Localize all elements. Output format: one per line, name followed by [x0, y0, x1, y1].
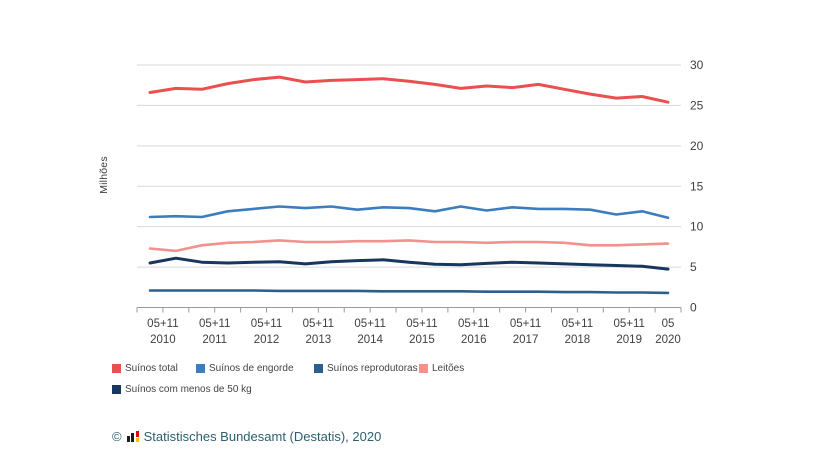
- x-tick-label-months-2018: 05+11: [562, 318, 593, 330]
- destatis-logo-icon: [126, 431, 139, 442]
- legend-swatch-icon: [112, 364, 121, 373]
- series-line-3: [148, 239, 670, 253]
- y-tick-label-30: 30: [690, 58, 704, 72]
- x-tick-label-year-2018: 2018: [565, 334, 591, 346]
- x-tick-label-months-2013: 05+11: [303, 318, 334, 330]
- x-tick-label-months-2012: 05+11: [251, 318, 282, 330]
- series-line-2: [148, 289, 670, 295]
- y-axis-unit-label: Milhões: [84, 140, 124, 210]
- logo-exclamation: [135, 431, 139, 442]
- legend-label: Suínos total: [125, 363, 178, 374]
- logo-bar: [135, 431, 139, 437]
- legend-item-3[interactable]: Leitões: [419, 363, 464, 374]
- y-axis-unit-text: Milhões: [98, 156, 110, 194]
- source-attribution-text: Statistisches Bundesamt (Destatis), 2020: [143, 429, 382, 444]
- series-line-1: [148, 205, 670, 220]
- series-line-0: [148, 75, 670, 104]
- legend-item-2[interactable]: Suínos reprodutoras: [314, 363, 418, 374]
- legend-label: Suínos reprodutoras: [327, 363, 418, 374]
- x-tick-label-months-2020: 05: [662, 318, 675, 330]
- x-tick-label-year-2017: 2017: [513, 334, 539, 346]
- x-tick-label-year-2015: 2015: [409, 334, 435, 346]
- x-tick-label-months-2014: 05+11: [354, 318, 385, 330]
- legend-label: Suínos com menos de 50 kg: [125, 384, 252, 395]
- x-tick-label-year-2011: 2011: [202, 334, 227, 346]
- legend-label: Leitões: [432, 363, 465, 374]
- x-tick-label-year-2020: 2020: [655, 334, 681, 346]
- logo-bar: [126, 436, 130, 442]
- logo-bar: [135, 438, 139, 442]
- pig-population-line-chart: 05101520253005+11201005+11201105+1120120…: [136, 58, 704, 346]
- x-tick-label-year-2019: 2019: [616, 334, 642, 346]
- copyright-line: © Statistisches Bundesamt (Destatis), 20…: [112, 429, 381, 444]
- y-tick-label-5: 5: [690, 260, 697, 274]
- y-tick-label-0: 0: [690, 301, 697, 315]
- x-tick-label-year-2013: 2013: [306, 334, 332, 346]
- legend-label: Suínos de engorde: [209, 363, 294, 374]
- legend-item-1[interactable]: Suínos de engorde: [196, 363, 294, 374]
- legend-swatch-icon: [196, 364, 205, 373]
- x-tick-label-year-2014: 2014: [357, 334, 383, 346]
- series-line-4: [148, 256, 670, 271]
- y-tick-label-20: 20: [690, 139, 704, 153]
- legend-swatch-icon: [419, 364, 428, 373]
- y-tick-label-15: 15: [690, 179, 704, 193]
- x-tick-label-months-2019: 05+11: [613, 318, 644, 330]
- x-tick-label-months-2011: 05+11: [199, 318, 230, 330]
- x-tick-label-months-2010: 05+11: [147, 318, 178, 330]
- x-tick-label-year-2016: 2016: [461, 334, 487, 346]
- x-tick-label-months-2017: 05+11: [510, 318, 541, 330]
- logo-bar: [131, 433, 135, 442]
- legend-item-0[interactable]: Suínos total: [112, 363, 178, 374]
- x-tick-label-months-2016: 05+11: [458, 318, 489, 330]
- copyright-symbol: ©: [112, 429, 122, 444]
- legend-swatch-icon: [314, 364, 323, 373]
- x-tick-label-months-2015: 05+11: [406, 318, 437, 330]
- x-tick-label-year-2010: 2010: [150, 334, 176, 346]
- y-tick-label-10: 10: [690, 220, 704, 234]
- legend-item-4[interactable]: Suínos com menos de 50 kg: [112, 384, 252, 395]
- x-tick-label-year-2012: 2012: [254, 334, 280, 346]
- y-tick-label-25: 25: [690, 98, 704, 112]
- legend-swatch-icon: [112, 385, 121, 394]
